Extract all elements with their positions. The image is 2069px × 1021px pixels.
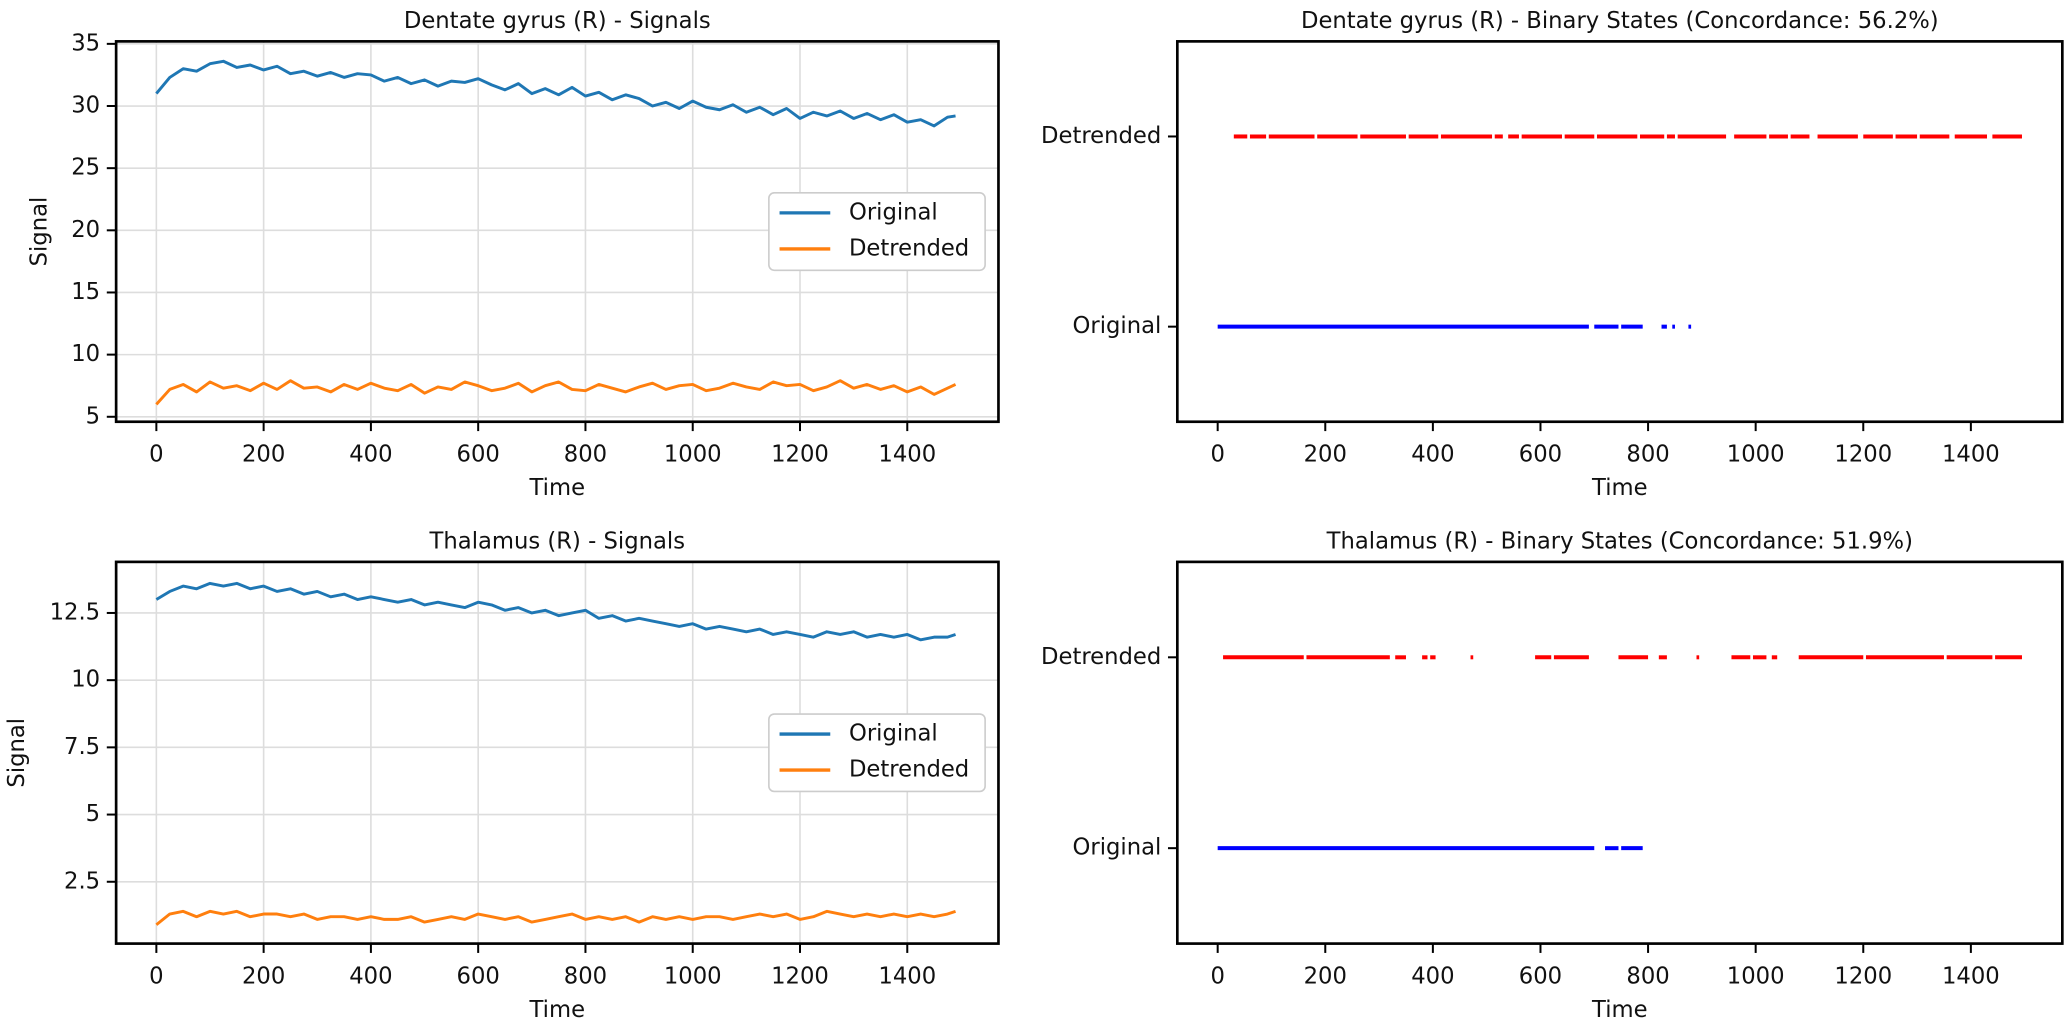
- subplot: Thalamus (R) - Signals 0 200 400 600 800 1000 1…: [4, 528, 1000, 1021]
- x-tick-label: 400: [349, 442, 392, 468]
- legend-label: Detrended: [849, 235, 969, 261]
- axes-frame: [114, 40, 1000, 424]
- x-tick-label: 800: [564, 442, 607, 468]
- x-tick-label: 1200: [1834, 963, 1892, 989]
- x-tick-label: 1000: [664, 442, 722, 468]
- x-tick-label: 800: [1626, 442, 1669, 468]
- y-tick-label: 12.5: [50, 599, 101, 625]
- x-tick-label: 200: [1304, 442, 1347, 468]
- x-axis-label: Time: [1591, 997, 1648, 1021]
- legend-label: Detrended: [849, 757, 969, 783]
- x-tick-label: 0: [149, 963, 163, 989]
- axes-frame: [1175, 560, 2064, 945]
- x-tick-label: 1400: [1942, 963, 2000, 989]
- subplot: Thalamus (R) - Binary States (Concordanc…: [1041, 528, 2064, 1021]
- x-tick-label: 600: [1519, 442, 1562, 468]
- x-tick-label: 1000: [1727, 963, 1785, 989]
- subplot-title: Dentate gyrus (R) - Signals: [404, 8, 711, 34]
- y-axis-label: Signal: [4, 718, 30, 788]
- subplot-title: Dentate gyrus (R) - Binary States (Conco…: [1301, 8, 1939, 34]
- subplot: Dentate gyrus (R) - Signals 0 200 400 600 800…: [27, 8, 1000, 501]
- x-axis-label: Time: [529, 475, 586, 501]
- x-tick-label: 1000: [1727, 442, 1785, 468]
- subplot: Dentate gyrus (R) - Binary States (Conco…: [1041, 8, 2064, 501]
- y-tick-label: Detrended: [1041, 644, 1161, 670]
- y-tick-label: 30: [71, 93, 100, 119]
- legend-label: Original: [849, 721, 938, 747]
- y-tick-label: 25: [71, 155, 100, 181]
- legend: Original Detrended: [768, 192, 986, 272]
- y-tick-label: 5: [86, 403, 100, 429]
- x-tick-label: 0: [1210, 442, 1224, 468]
- signal-line: [155, 581, 957, 642]
- axes-frame: [114, 560, 1000, 945]
- x-axis-label: Time: [529, 997, 586, 1021]
- axes-frame: [1175, 40, 2064, 424]
- y-tick-label: Detrended: [1041, 123, 1161, 149]
- y-tick-label: 10: [71, 667, 100, 693]
- legend-label: Original: [849, 199, 938, 225]
- signal-line: [155, 909, 957, 926]
- x-tick-label: 1400: [878, 963, 936, 989]
- y-tick-label: 35: [71, 30, 100, 56]
- legend: Original Detrended: [768, 713, 986, 793]
- x-tick-label: 600: [457, 442, 500, 468]
- y-tick-label: 20: [71, 217, 100, 243]
- x-tick-label: 0: [149, 442, 163, 468]
- y-tick-label: 15: [71, 279, 100, 305]
- y-tick-label: 2.5: [64, 868, 100, 894]
- x-tick-label: 1000: [664, 963, 722, 989]
- x-tick-label: 200: [1304, 963, 1347, 989]
- x-tick-label: 400: [1411, 963, 1454, 989]
- x-tick-label: 0: [1210, 963, 1224, 989]
- y-tick-label: 7.5: [64, 734, 100, 760]
- x-tick-label: 1400: [1942, 442, 2000, 468]
- subplot-title: Thalamus (R) - Signals: [429, 528, 685, 554]
- signal-line: [155, 379, 957, 406]
- x-tick-label: 200: [242, 442, 285, 468]
- x-tick-label: 600: [1519, 963, 1562, 989]
- x-tick-label: 600: [457, 963, 500, 989]
- y-tick-label: 5: [86, 801, 100, 827]
- x-tick-label: 800: [1626, 963, 1669, 989]
- y-tick-label: Original: [1073, 313, 1162, 339]
- x-tick-label: 200: [242, 963, 285, 989]
- y-axis-label: Signal: [27, 197, 53, 267]
- x-tick-label: 1400: [878, 442, 936, 468]
- x-axis-label: Time: [1591, 475, 1648, 501]
- x-tick-label: 400: [349, 963, 392, 989]
- x-tick-label: 1200: [771, 963, 829, 989]
- x-tick-label: 1200: [1834, 442, 1892, 468]
- x-tick-label: 400: [1411, 442, 1454, 468]
- y-tick-label: Original: [1073, 835, 1162, 861]
- subplot-title: Thalamus (R) - Binary States (Concordanc…: [1326, 528, 1913, 554]
- y-tick-label: 10: [71, 341, 100, 367]
- x-tick-label: 800: [564, 963, 607, 989]
- signal-line: [155, 59, 956, 128]
- x-tick-label: 1200: [771, 442, 829, 468]
